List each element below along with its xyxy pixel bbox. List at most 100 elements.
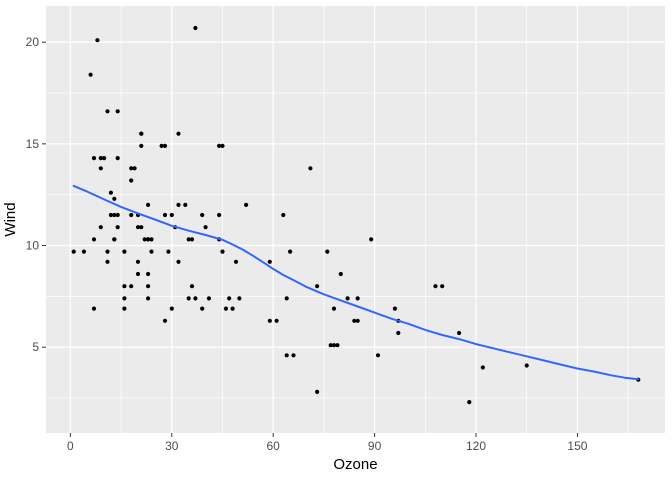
data-point	[176, 259, 181, 264]
data-point	[146, 202, 151, 207]
data-point	[288, 249, 293, 254]
data-point	[162, 212, 168, 218]
data-point	[267, 318, 272, 323]
data-point	[129, 178, 134, 183]
data-point	[467, 400, 472, 405]
data-point	[396, 330, 401, 336]
x-tick-label: 60	[267, 439, 281, 453]
data-point	[457, 330, 462, 336]
data-point	[244, 202, 249, 207]
data-point	[105, 249, 110, 254]
data-point	[129, 212, 134, 218]
data-point	[200, 212, 205, 218]
data-point	[338, 271, 343, 277]
data-point	[88, 72, 93, 77]
data-point	[328, 343, 333, 348]
data-point	[71, 249, 76, 254]
data-point	[169, 212, 174, 218]
data-point	[223, 306, 228, 311]
data-point	[325, 249, 330, 254]
data-point	[139, 131, 144, 136]
data-point	[159, 143, 164, 148]
y-tick-label: 5	[32, 340, 39, 354]
data-point	[440, 284, 445, 289]
axis-tick-labels: 0 30 60 90 120 150 5 10 15 20	[26, 35, 588, 453]
data-point	[433, 284, 438, 289]
data-point	[217, 143, 222, 148]
data-point	[308, 166, 313, 171]
axis-ticks	[42, 41, 578, 437]
data-point	[206, 296, 211, 301]
data-point	[91, 237, 97, 242]
data-point	[355, 318, 360, 323]
data-point	[102, 156, 107, 161]
data-point	[91, 156, 97, 161]
data-point	[274, 318, 279, 323]
loess-smooth-path	[72, 184, 640, 381]
data-point	[315, 284, 320, 289]
data-point	[203, 225, 208, 230]
plot-panel	[46, 6, 665, 433]
x-tick-label: 120	[466, 439, 486, 453]
data-point	[122, 284, 127, 289]
data-point	[267, 259, 272, 264]
data-point	[98, 166, 103, 171]
data-point	[176, 131, 181, 136]
data-point	[230, 306, 235, 311]
data-point	[108, 212, 113, 218]
data-point	[227, 296, 232, 301]
data-point	[524, 363, 529, 368]
x-tick-label: 90	[368, 439, 382, 453]
data-point	[193, 25, 198, 31]
data-point	[149, 249, 154, 254]
data-point	[220, 249, 225, 254]
data-point	[91, 306, 97, 311]
data-point	[139, 143, 144, 148]
data-point	[375, 353, 381, 358]
data-point	[122, 296, 127, 301]
data-point	[146, 284, 151, 289]
data-point	[369, 237, 374, 242]
data-point	[122, 306, 127, 311]
data-point	[162, 318, 168, 323]
data-point	[149, 237, 154, 242]
data-point	[98, 225, 103, 230]
data-point	[115, 225, 120, 230]
data-point	[139, 225, 144, 230]
data-point	[105, 109, 110, 114]
data-point	[189, 237, 195, 242]
x-tick-label: 0	[67, 439, 74, 453]
data-point	[186, 296, 191, 301]
data-point	[122, 249, 127, 254]
data-point	[166, 249, 171, 254]
data-point	[217, 212, 222, 218]
data-point	[284, 296, 289, 301]
x-tick-label: 150	[567, 439, 587, 453]
data-point	[112, 212, 117, 218]
data-point	[129, 166, 134, 171]
data-point	[135, 259, 141, 264]
data-point	[112, 237, 117, 242]
x-tick-label: 30	[165, 439, 179, 453]
data-point	[115, 156, 120, 161]
data-point	[162, 143, 168, 148]
data-point	[183, 202, 188, 207]
data-point	[189, 284, 195, 289]
data-point	[315, 389, 320, 394]
data-point	[95, 38, 100, 43]
x-axis-title: Ozone	[333, 456, 377, 473]
data-point	[355, 296, 360, 301]
data-point	[352, 318, 357, 323]
data-point	[193, 296, 198, 301]
data-point	[146, 271, 151, 277]
data-point	[392, 306, 397, 311]
data-point	[331, 343, 337, 348]
data-point	[115, 109, 120, 114]
y-tick-label: 15	[26, 137, 40, 151]
data-point	[132, 166, 137, 171]
data-point	[146, 237, 151, 242]
data-point	[220, 143, 225, 148]
data-point	[135, 271, 141, 277]
